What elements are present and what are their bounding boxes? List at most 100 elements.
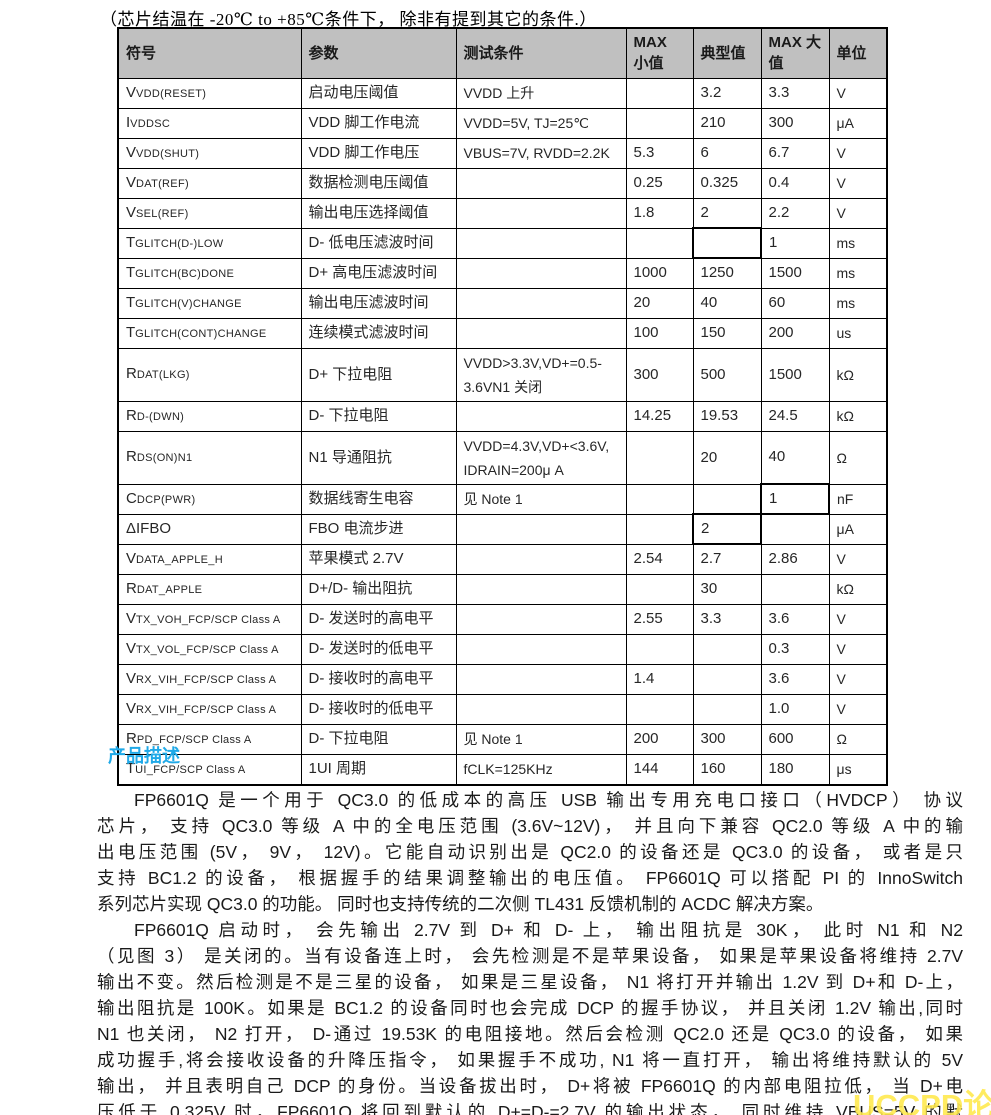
description-text-line: 输出， 并且表明自己 DCP 的身份。当设备拔出时， D+将被 FP6601Q … [97, 1076, 963, 1096]
description-text-line: 压低于 0.325V 时，FP6601Q 将回到默认的 D+=D-=2.7V 的… [97, 1102, 963, 1115]
description-text-line: 芯片， 支持 QC3.0 等级 A 中的全电压范围 (3.6V~12V)， 并且… [97, 816, 963, 836]
max-cell: 24.5 [760, 400, 830, 432]
min-cell: 2.54 [625, 543, 694, 575]
max-cell: 1 [760, 483, 830, 515]
param-cell: 苹果模式 2.7V [300, 543, 457, 575]
header-unit: 单位 [828, 27, 888, 79]
header-symbol: 符号 [117, 27, 302, 79]
symbol-sub: RX_VIH_FCP/SCP Class A [136, 673, 277, 686]
symbol-base: T [126, 759, 136, 777]
typ-cell: 0.325 [692, 167, 762, 199]
unit-cell: kΩ [828, 573, 888, 605]
symbol-base: V [126, 143, 137, 161]
symbol-sub: DCP(PWR) [136, 493, 196, 506]
unit-cell: V [828, 663, 888, 695]
description-text-line: 成功握手,将会接收设备的升降压指令， 如果握手不成功, N1 将一直打开， 输出… [97, 1050, 963, 1070]
unit-cell: V [828, 603, 888, 635]
param-cell: D- 接收时的高电平 [300, 663, 457, 695]
table-row: RDAT(LKG) D+ 下拉电阻 VVDD>3.3V,VD+=0.5-3.6V… [117, 347, 888, 402]
param-cell: VDD 脚工作电流 [300, 107, 457, 139]
symbol-base: V [126, 669, 137, 687]
min-cell [625, 430, 694, 485]
symbol-cell-wrap: TGLITCH(CONT)CHANGE [117, 317, 302, 349]
min-cell [625, 227, 694, 259]
header-typ: 典型值 [692, 27, 762, 79]
typ-cell: 210 [692, 107, 762, 139]
unit-cell: Ω [828, 430, 888, 485]
param-cell: N1 导通阻抗 [300, 430, 457, 485]
max-cell: 3.6 [760, 663, 830, 695]
symbol-sub: DS(ON)N1 [136, 452, 193, 464]
unit-cell: Ω [828, 723, 888, 755]
param-cell: D+ 高电压滤波时间 [300, 257, 457, 289]
min-cell: 200 [625, 723, 694, 755]
symbol-cell-wrap: VTX_VOL_FCP/SCP Class A [117, 633, 302, 665]
symbol-sub: VDD(SHUT) [136, 147, 200, 160]
max-cell: 1 [760, 227, 830, 259]
min-cell [625, 633, 694, 665]
max-cell: 1.0 [760, 693, 830, 725]
param-cell: D- 发送时的高电平 [300, 603, 457, 635]
cond-cell [455, 197, 627, 229]
symbol-cell-wrap: VTX_VOH_FCP/SCP Class A [117, 603, 302, 635]
min-cell: 1.8 [625, 197, 694, 229]
param-cell: 数据检测电压阈值 [300, 167, 457, 199]
symbol-base: V [126, 173, 137, 191]
product-description-heading: 产品描述 [108, 746, 180, 766]
typ-cell: 300 [692, 723, 762, 755]
cond-cell [455, 400, 627, 432]
cond-cell: VVDD 上升 [455, 77, 627, 109]
table-row: VRX_VIH_FCP/SCP Class A D- 接收时的低电平 1.0 V [117, 693, 888, 725]
unit-cell: μA [828, 107, 888, 139]
table-row: ΔIFBO FBO 电流步进 2 μA [117, 513, 888, 545]
max-cell: 2.86 [760, 543, 830, 575]
symbol-cell-wrap: TGLITCH(D-)LOW [117, 227, 302, 259]
typ-cell: 6 [692, 137, 762, 169]
unit-cell: μs [828, 753, 888, 785]
typ-cell: 2 [692, 197, 762, 229]
typ-cell: 3.2 [692, 77, 762, 109]
cond-cell: VVDD=5V, TJ=25℃ [455, 107, 627, 139]
symbol-base: V [126, 609, 137, 627]
description-text-line: FP6601Q 启动时， 会先输出 2.7V 到 D+ 和 D- 上， 输出阻抗… [134, 920, 963, 940]
symbol-sub: SEL(REF) [136, 207, 189, 220]
cond-cell [455, 663, 627, 695]
symbol-base: R [126, 365, 137, 382]
symbol-cell-wrap: VVDD(SHUT) [117, 137, 302, 169]
symbol-sub: RX_VIH_FCP/SCP Class A [136, 703, 277, 716]
symbol-cell-wrap: VVDD(RESET) [117, 77, 302, 109]
max-cell: 3.3 [760, 77, 830, 109]
symbol-cell-wrap: IVDDSC [117, 107, 302, 139]
symbol-base: V [126, 699, 137, 717]
unit-cell: V [828, 633, 888, 665]
symbol-base: C [126, 489, 137, 507]
typ-cell [692, 663, 762, 695]
symbol-cell-wrap: TUI_FCP/SCP Class A [117, 753, 302, 785]
max-cell: 600 [760, 723, 830, 755]
unit-cell: V [828, 167, 888, 199]
min-cell: 5.3 [625, 137, 694, 169]
description-text-line: 系列芯片实现 QC3.0 的功能。 同时也支持传统的二次侧 TL431 反馈机制… [97, 894, 824, 914]
max-cell [760, 513, 830, 545]
cond-cell: VBUS=7V, RVDD=2.2K [455, 137, 627, 169]
max-cell: 40 [760, 430, 830, 485]
table-row: VDAT(REF) 数据检测电压阈值 0.25 0.325 0.4 V [117, 167, 888, 199]
symbol-base: R [126, 448, 137, 465]
typ-cell: 19.53 [692, 400, 762, 432]
table-row: VVDD(RESET) 启动电压阈值 VVDD 上升 3.2 3.3 V [117, 77, 888, 109]
cond-cell: VVDD=4.3V,VD+<3.6V, IDRAIN=200μ A [455, 430, 627, 485]
cond-cell [455, 513, 627, 545]
table-row: IVDDSC VDD 脚工作电流 VVDD=5V, TJ=25℃ 210 300… [117, 107, 888, 139]
symbol-cell-wrap: RPD_FCP/SCP Class A [117, 723, 302, 755]
min-cell: 300 [625, 347, 694, 402]
max-cell: 60 [760, 287, 830, 319]
unit-cell: V [828, 197, 888, 229]
cond-cell: 见 Note 1 [455, 483, 627, 515]
typ-cell: 150 [692, 317, 762, 349]
table-row: TGLITCH(BC)DONE D+ 高电压滤波时间 1000 1250 150… [117, 257, 888, 289]
table-row: VTX_VOH_FCP/SCP Class A D- 发送时的高电平 2.55 … [117, 603, 888, 635]
symbol-cell-wrap: RDS(ON)N1 [117, 430, 302, 485]
symbol-base: V [126, 83, 137, 101]
description-text-line: N1 也关闭， N2 打开， D-通过 19.53K 的电阻接地。然后会检测 Q… [97, 1024, 963, 1044]
param-cell: 1UI 周期 [300, 753, 457, 785]
